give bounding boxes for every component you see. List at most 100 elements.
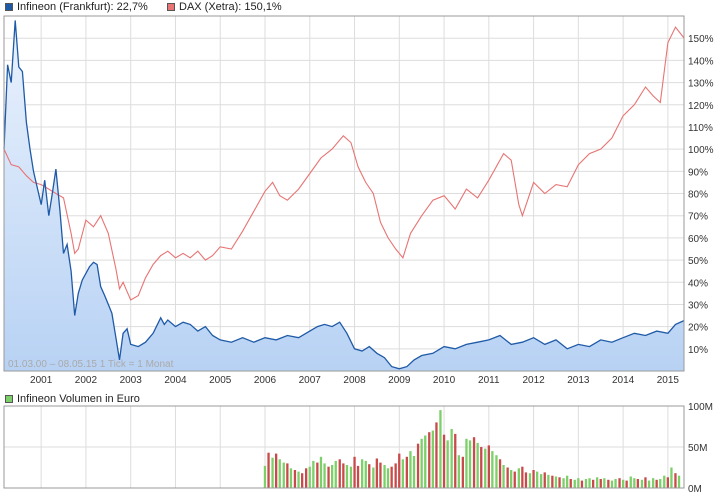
volume-bar: [323, 463, 326, 488]
volume-bar: [278, 459, 281, 488]
volume-bar: [614, 479, 617, 488]
volume-bar: [513, 471, 516, 488]
volume-bar: [465, 438, 468, 488]
volume-bar: [577, 478, 580, 488]
volume-bar: [655, 479, 658, 488]
main-grid: [4, 16, 684, 371]
volume-bar: [439, 410, 442, 488]
volume-bar: [263, 465, 267, 488]
volume-bar: [506, 467, 509, 488]
volume-bar: [401, 459, 404, 488]
legend-dax-swatch: [167, 3, 175, 11]
volume-bar: [405, 456, 408, 488]
volume-bar: [428, 432, 431, 488]
volume-bar: [356, 465, 360, 488]
volume-bar: [431, 430, 434, 488]
volume-bar: [588, 478, 591, 488]
y-tick-label: 130%: [688, 79, 714, 90]
legend-volume-label: Infineon Volumen in Euro: [17, 393, 140, 405]
y-tick-label: 80%: [688, 190, 708, 201]
x-tick-label: 2010: [433, 375, 456, 386]
volume-bar: [540, 474, 543, 488]
volume-bar: [487, 445, 490, 488]
volume-bar: [674, 473, 677, 488]
x-tick-label: 2007: [299, 375, 322, 386]
volume-bar: [301, 473, 304, 488]
x-tick-label: 2009: [388, 375, 411, 386]
volume-bar: [633, 478, 636, 488]
volume-bar: [461, 456, 464, 488]
volume-y-ticks: 100M 50M 0M: [688, 402, 713, 495]
x-tick-label: 2014: [612, 375, 635, 386]
volume-bar: [480, 447, 483, 488]
volume-bar: [677, 475, 681, 488]
infineon-area: [4, 20, 684, 372]
x-tick-label: 2013: [567, 375, 590, 386]
volume-bar: [353, 456, 356, 488]
volume-bar: [338, 459, 341, 488]
volume-bar: [372, 467, 375, 488]
volume-bar: [316, 462, 319, 488]
volume-bar: [468, 440, 472, 488]
volume-bar: [289, 468, 293, 488]
volume-bar: [543, 472, 546, 488]
x-tick-label: 2008: [343, 375, 366, 386]
y-tick-label: 120%: [688, 101, 714, 112]
volume-bar: [334, 460, 337, 488]
volume-bar: [596, 477, 599, 488]
volume-bar: [599, 479, 602, 488]
volume-plot-frame: [3, 405, 685, 489]
legend-dax: DAX (Xetra): 150,1%: [167, 1, 282, 13]
volume-bar: [670, 467, 673, 488]
main-y-ticks: 10% 20% 30% 40% 50% 60% 70% 80% 90% 100% 110% 120% 1…: [688, 34, 714, 356]
y-tick-label: 90%: [688, 167, 708, 178]
volume-bar: [666, 477, 669, 488]
volume-bar: [584, 479, 588, 488]
volume-y-tick-label: 100M: [688, 402, 713, 413]
volume-bar: [618, 478, 621, 488]
volume-bar: [368, 464, 371, 488]
volume-bar: [394, 463, 397, 488]
volume-bar: [446, 440, 449, 488]
volume-bar: [610, 480, 614, 488]
volume-y-tick-label: 50M: [688, 443, 707, 454]
volume-bar: [622, 479, 625, 488]
volume-bar: [379, 462, 382, 488]
volume-bar: [498, 459, 502, 488]
y-tick-label: 20%: [688, 323, 708, 334]
y-tick-label: 10%: [688, 345, 708, 356]
legend-infineon-swatch: [5, 3, 13, 11]
volume-bar: [286, 463, 289, 488]
volume-bar: [305, 468, 308, 488]
volume-bar: [625, 480, 628, 488]
volume-bar: [472, 437, 476, 488]
infineon-area-fill: [4, 20, 684, 372]
y-tick-label: 30%: [688, 300, 708, 311]
x-tick-label: 2003: [120, 375, 143, 386]
volume-bar: [383, 465, 386, 488]
volume-bar: [282, 462, 285, 488]
volume-bar: [569, 479, 572, 488]
volume-bar: [644, 477, 647, 488]
volume-bar: [495, 455, 498, 488]
volume-bar: [345, 465, 349, 488]
volume-bar: [636, 479, 639, 488]
volume-bar: [342, 463, 345, 488]
x-tick-label: 2004: [164, 375, 187, 386]
volume-bar: [293, 470, 297, 488]
volume-bar: [364, 460, 367, 488]
volume-bar: [554, 476, 558, 488]
x-tick-label: 2012: [522, 375, 545, 386]
volume-bar: [580, 480, 584, 488]
volume-bar: [375, 458, 378, 488]
y-tick-label: 150%: [688, 34, 714, 45]
volume-y-tick-label: 0M: [688, 484, 702, 495]
y-tick-label: 110%: [688, 123, 713, 134]
volume-bar: [297, 471, 300, 488]
legend-infineon-label: Infineon (Frankfurt): 22,7%: [17, 1, 148, 13]
volume-bar: [521, 466, 524, 488]
series-lines: [3, 20, 685, 370]
volume-bar: [398, 453, 401, 488]
volume-bar: [331, 465, 334, 488]
